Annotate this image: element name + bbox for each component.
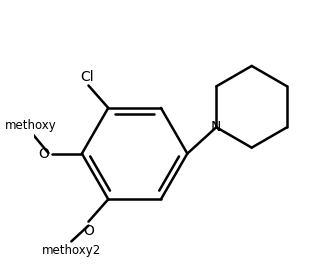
Text: methoxy2: methoxy2 bbox=[42, 244, 101, 257]
Text: O: O bbox=[38, 147, 49, 161]
Text: methoxy: methoxy bbox=[5, 119, 56, 132]
Text: Cl: Cl bbox=[80, 70, 94, 84]
Text: O: O bbox=[83, 224, 94, 238]
Text: N: N bbox=[210, 120, 221, 134]
